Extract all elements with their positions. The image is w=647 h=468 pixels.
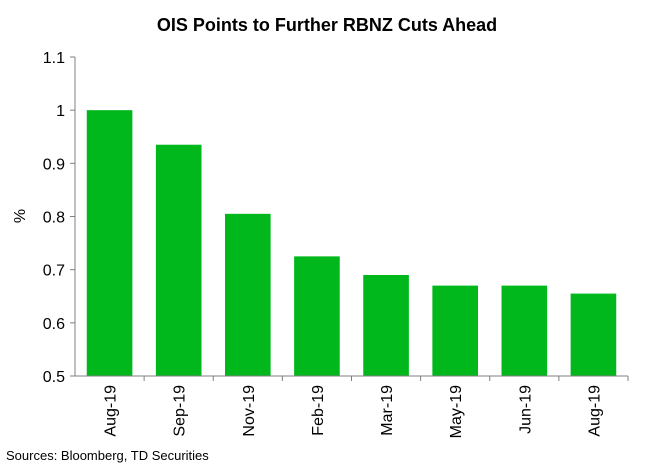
- bar: [86, 110, 133, 377]
- y-tick-label: 1.1: [43, 50, 65, 67]
- chart-title: OIS Points to Further RBNZ Cuts Ahead: [157, 15, 497, 35]
- x-tick-label: Feb-19: [310, 385, 327, 436]
- x-tick-label: Aug-19: [103, 385, 120, 437]
- bar: [501, 285, 548, 376]
- bar: [294, 256, 340, 376]
- bar: [363, 274, 409, 376]
- x-tick-label: May-19: [448, 385, 465, 438]
- bar: [432, 285, 478, 376]
- x-tick-label: Aug-19: [586, 385, 603, 437]
- y-tick-label: 0.6: [43, 316, 65, 333]
- y-tick-label: 0.8: [43, 210, 65, 227]
- y-tick-label: 1: [56, 103, 65, 120]
- y-tick-label: 0.9: [43, 156, 65, 173]
- y-axis-ticks: 0.5 0.6 0.7 0.8 0.9 1 1.1: [43, 50, 75, 386]
- bar: [570, 293, 617, 376]
- source-note: Sources: Bloomberg, TD Securities: [6, 448, 209, 463]
- y-axis-label: %: [12, 209, 29, 223]
- x-tick-label: Mar-19: [379, 385, 396, 436]
- x-tick-label: Sep-19: [172, 385, 189, 437]
- bar: [155, 144, 202, 376]
- x-axis-ticks: Aug-19 Sep-19 Nov-19 Feb-19 Mar-19 May-19 Jun-…: [103, 376, 629, 438]
- y-tick-label: 0.7: [43, 263, 65, 280]
- bars: [86, 110, 617, 377]
- bar: [225, 213, 271, 376]
- x-tick-label: Jun-19: [517, 385, 534, 434]
- y-tick-label: 0.5: [43, 369, 65, 386]
- x-tick-label: Nov-19: [241, 385, 258, 437]
